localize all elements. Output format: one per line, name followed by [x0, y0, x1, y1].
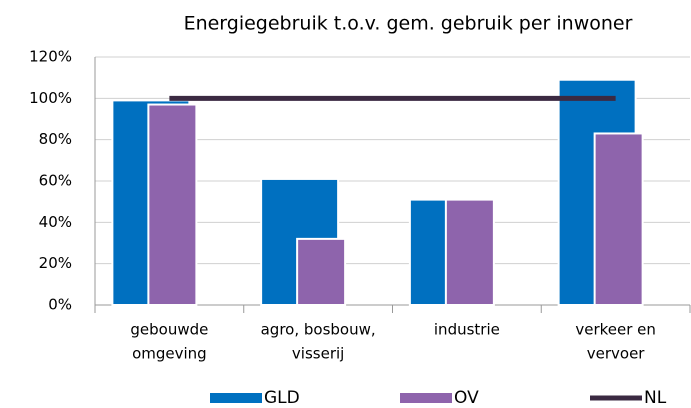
x-tick-label: agro, bosbouw,: [261, 321, 376, 339]
legend-label: OV: [454, 388, 479, 408]
legend-label: GLD: [264, 388, 300, 408]
x-tick-label: vervoer: [587, 345, 646, 363]
bar: [593, 132, 644, 306]
bar: [444, 198, 495, 307]
legend-label: NL: [644, 388, 667, 408]
chart-title: Energiegebruik t.o.v. gem. gebruik per i…: [184, 13, 633, 35]
x-tick-label: verkeer en: [575, 321, 656, 339]
x-tick-label: gebouwde: [130, 321, 208, 339]
x-tick-label: industrie: [434, 321, 500, 339]
y-tick-label: 100%: [29, 89, 72, 107]
x-tick-label: omgeving: [132, 345, 207, 363]
y-tick-label: 80%: [39, 130, 72, 148]
x-tick-label: visserij: [292, 345, 344, 363]
legend-swatch: [210, 393, 262, 403]
y-tick-label: 20%: [39, 254, 72, 272]
y-tick-label: 60%: [39, 172, 72, 190]
y-tick-label: 0%: [48, 296, 72, 314]
legend-swatch: [400, 393, 452, 403]
y-tick-label: 120%: [29, 48, 72, 66]
bar: [296, 237, 347, 306]
bar: [147, 103, 198, 306]
y-tick-label: 40%: [39, 213, 72, 231]
